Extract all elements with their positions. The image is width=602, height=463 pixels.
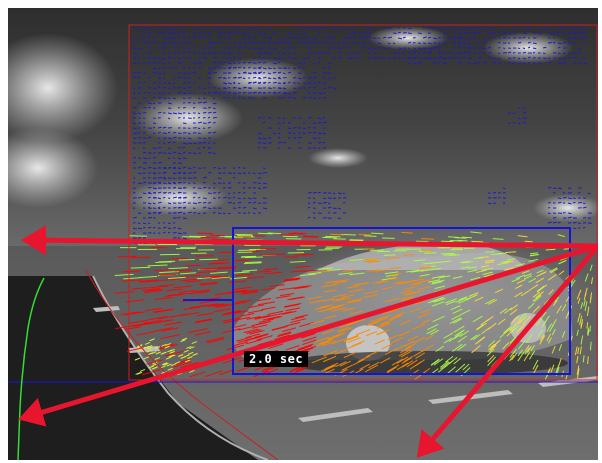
arrow-bottom bbox=[416, 244, 598, 458]
arrow-left-horizon bbox=[21, 225, 598, 256]
background-flow-vectors bbox=[132, 26, 592, 245]
lane-tracking-curve bbox=[17, 277, 45, 460]
left-shoulder bbox=[8, 276, 258, 460]
flow-region-border bbox=[128, 24, 598, 381]
time-to-contact-label: 2.0 sec bbox=[244, 351, 309, 367]
scene-canvas bbox=[8, 8, 598, 460]
optical-flow-camera-view: 2.0 sec bbox=[8, 8, 598, 460]
expansion-arrows bbox=[18, 225, 598, 458]
vehicle-flow-vectors bbox=[114, 231, 594, 381]
cloud-patches bbox=[8, 26, 598, 222]
arrow-lower-left bbox=[18, 243, 598, 427]
roi-lower-edge bbox=[85, 269, 279, 460]
